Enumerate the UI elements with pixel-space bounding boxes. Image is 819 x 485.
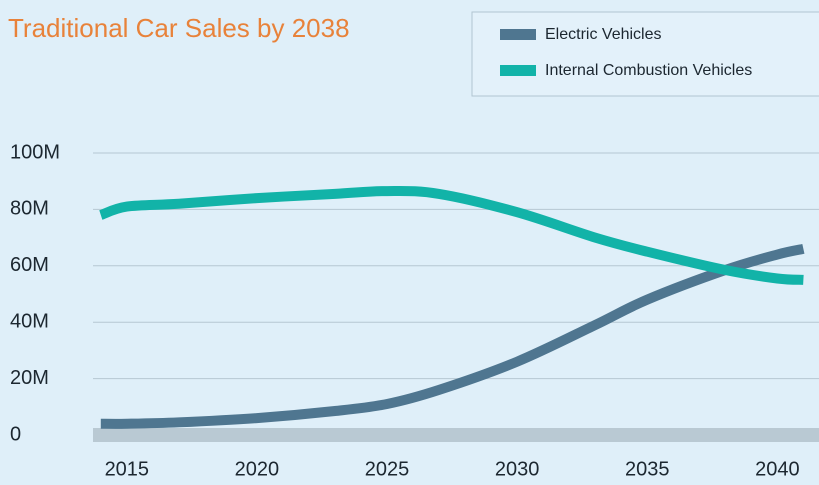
x-tick-label: 2030 (495, 458, 540, 480)
y-tick-label: 40M (10, 310, 49, 332)
legend-label: Electric Vehicles (545, 26, 662, 43)
chart-title: Traditional Car Sales by 2038 (8, 13, 350, 43)
y-tick-label: 60M (10, 254, 49, 276)
legend: Electric Vehicles Internal Combustion Veh… (471, 11, 819, 97)
legend-box (471, 11, 819, 97)
line-series (100, 243, 805, 429)
y-tick-label: 80M (10, 198, 49, 220)
x-tick-label: 2040 (755, 458, 800, 480)
legend-swatch (500, 29, 536, 40)
x-tick-label: 2015 (105, 458, 150, 480)
x-tick-label: 2025 (365, 458, 410, 480)
legend-label: Internal Combustion Vehicles (545, 62, 752, 79)
x-tick-label: 2020 (235, 458, 280, 480)
line-series (99, 186, 804, 285)
y-tick-label: 0 (10, 423, 21, 445)
baseline-band (93, 428, 819, 442)
y-tick-label: 20M (10, 367, 49, 389)
x-tick-label: 2035 (625, 458, 670, 480)
y-tick-label: 100M (10, 141, 60, 163)
legend-swatch (500, 65, 536, 76)
